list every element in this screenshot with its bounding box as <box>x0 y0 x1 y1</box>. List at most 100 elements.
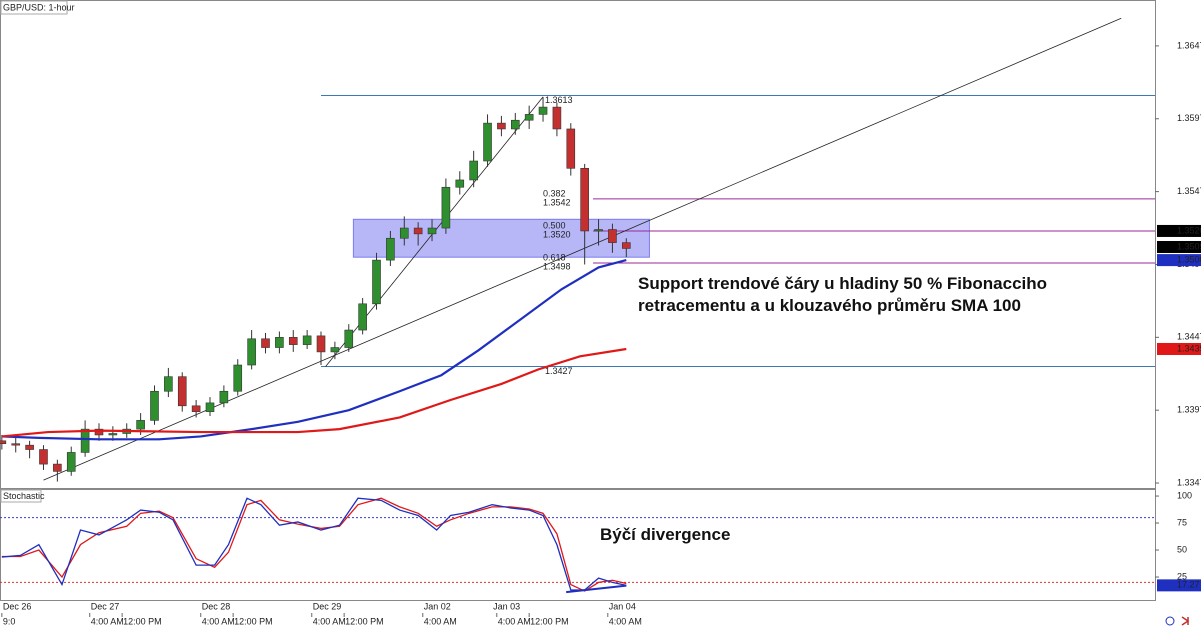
fib-price: 1.3520 <box>543 229 571 239</box>
candle-body <box>108 433 118 436</box>
x-tick-time: 4:00 AM <box>498 616 531 626</box>
candle-body <box>150 390 159 421</box>
price-tag <box>1157 224 1201 237</box>
candle-body <box>469 160 478 181</box>
candle-body <box>372 259 381 305</box>
moving-average <box>1 259 627 441</box>
candle-body <box>80 428 90 453</box>
trend-line <box>43 17 1122 481</box>
title-box <box>0 0 68 15</box>
fib-price: 1.3542 <box>543 197 571 207</box>
divergence-line <box>566 584 627 594</box>
x-tick-date: Dec 27 <box>91 601 120 611</box>
annotation: Support trendové čáry u hladiny 50 % Fib… <box>638 274 1047 293</box>
candle-body <box>25 444 34 450</box>
y-tick-label: 1.3647 <box>1177 40 1201 50</box>
price-tag-label: 1.3439 <box>1177 343 1201 353</box>
x-tick-date: Jan 02 <box>424 601 451 611</box>
candle-body <box>247 338 256 366</box>
candle-body <box>94 428 104 436</box>
candle-body <box>205 402 215 412</box>
candle-body <box>580 168 589 232</box>
x-tick-time: 12:00 PM <box>234 616 273 626</box>
candle-body <box>288 337 298 345</box>
icon[interactable] <box>1165 616 1175 626</box>
candle-body <box>136 420 145 430</box>
stoch-line <box>1 497 627 591</box>
price-tag <box>1157 240 1201 253</box>
fib-ratio: 0.500 <box>543 220 566 230</box>
stoch-line <box>1 497 627 592</box>
candle-body <box>566 128 576 169</box>
candle-body <box>53 463 62 472</box>
stoch-panel <box>0 489 1156 601</box>
candle-body <box>275 337 284 348</box>
main-panel <box>0 0 1156 489</box>
candle-body <box>483 122 492 162</box>
candle-body <box>39 449 48 465</box>
y-tick-label: 1.3547 <box>1177 186 1201 196</box>
y-tick-label: 1.3347 <box>1177 477 1201 487</box>
title-box <box>0 489 42 503</box>
candle-body <box>233 364 243 392</box>
y-tick-label: 50 <box>1177 544 1187 554</box>
x-tick-date: Dec 29 <box>313 601 342 611</box>
icon[interactable] <box>1181 616 1190 626</box>
candle-body <box>177 376 187 407</box>
x-tick-time: 12:00 PM <box>345 616 384 626</box>
candle-body <box>510 119 520 130</box>
level-label: 1.3427 <box>545 366 573 376</box>
x-tick-time: 12:00 PM <box>530 616 569 626</box>
moving-average <box>1 347 627 438</box>
x-tick-date: Dec 28 <box>202 601 231 611</box>
x-tick-time: 4:00 AM <box>424 616 457 626</box>
toolbar-icons[interactable] <box>1165 616 1190 626</box>
candle-body <box>358 303 367 331</box>
candle-body <box>316 335 326 353</box>
x-tick-date: Jan 04 <box>609 601 636 611</box>
fib-ratio: 0.382 <box>543 188 566 198</box>
x-tick-date: Dec 26 <box>3 601 32 611</box>
candle-body <box>330 347 340 353</box>
y-tick-label: 100 <box>1177 490 1192 500</box>
chart-title: GBP/USD: 1-hour <box>3 2 75 12</box>
candle-body <box>191 405 201 412</box>
candle-body <box>552 106 562 130</box>
candle-body <box>594 229 603 232</box>
y-tick-label: 25 <box>1177 571 1187 581</box>
fib-ratio: 0.618 <box>543 252 566 262</box>
candle-body <box>0 440 7 445</box>
candle-body <box>455 179 465 188</box>
fib-price: 1.3498 <box>543 261 571 271</box>
price-tag <box>1157 254 1201 267</box>
level-label: 1.3613 <box>545 95 573 105</box>
candle-body <box>441 186 451 229</box>
candle-body <box>538 106 548 115</box>
price-tag <box>1157 579 1201 592</box>
candle-body <box>413 227 423 235</box>
candle-body <box>608 229 617 243</box>
candle-body <box>524 114 534 121</box>
price-tag <box>1157 342 1201 355</box>
candle-body <box>497 122 506 130</box>
price-tag-label: 17.27 <box>1177 580 1200 590</box>
candle-body <box>11 443 21 446</box>
annotation: retracementu a u klouzavého průměru SMA … <box>638 296 1021 315</box>
candle-body <box>344 329 354 348</box>
x-tick-time: 4:00 AM <box>313 616 346 626</box>
price-tag-label: 1.3500 <box>1177 254 1201 264</box>
support-zone <box>352 218 650 258</box>
y-tick-label: 75 <box>1177 517 1187 527</box>
candle-body <box>386 237 395 261</box>
candle-body <box>164 376 173 392</box>
annotation: Býčí divergence <box>600 525 730 544</box>
candle-body <box>621 242 631 249</box>
y-tick-label: 1.3397 <box>1177 405 1201 415</box>
candle-body <box>261 338 270 348</box>
candle-body <box>427 227 437 235</box>
x-tick-time: 4:00 AM <box>91 616 124 626</box>
candle-body <box>302 335 312 345</box>
x-tick-date: Jan 03 <box>493 601 520 611</box>
x-tick-time: 12:00 PM <box>123 616 162 626</box>
